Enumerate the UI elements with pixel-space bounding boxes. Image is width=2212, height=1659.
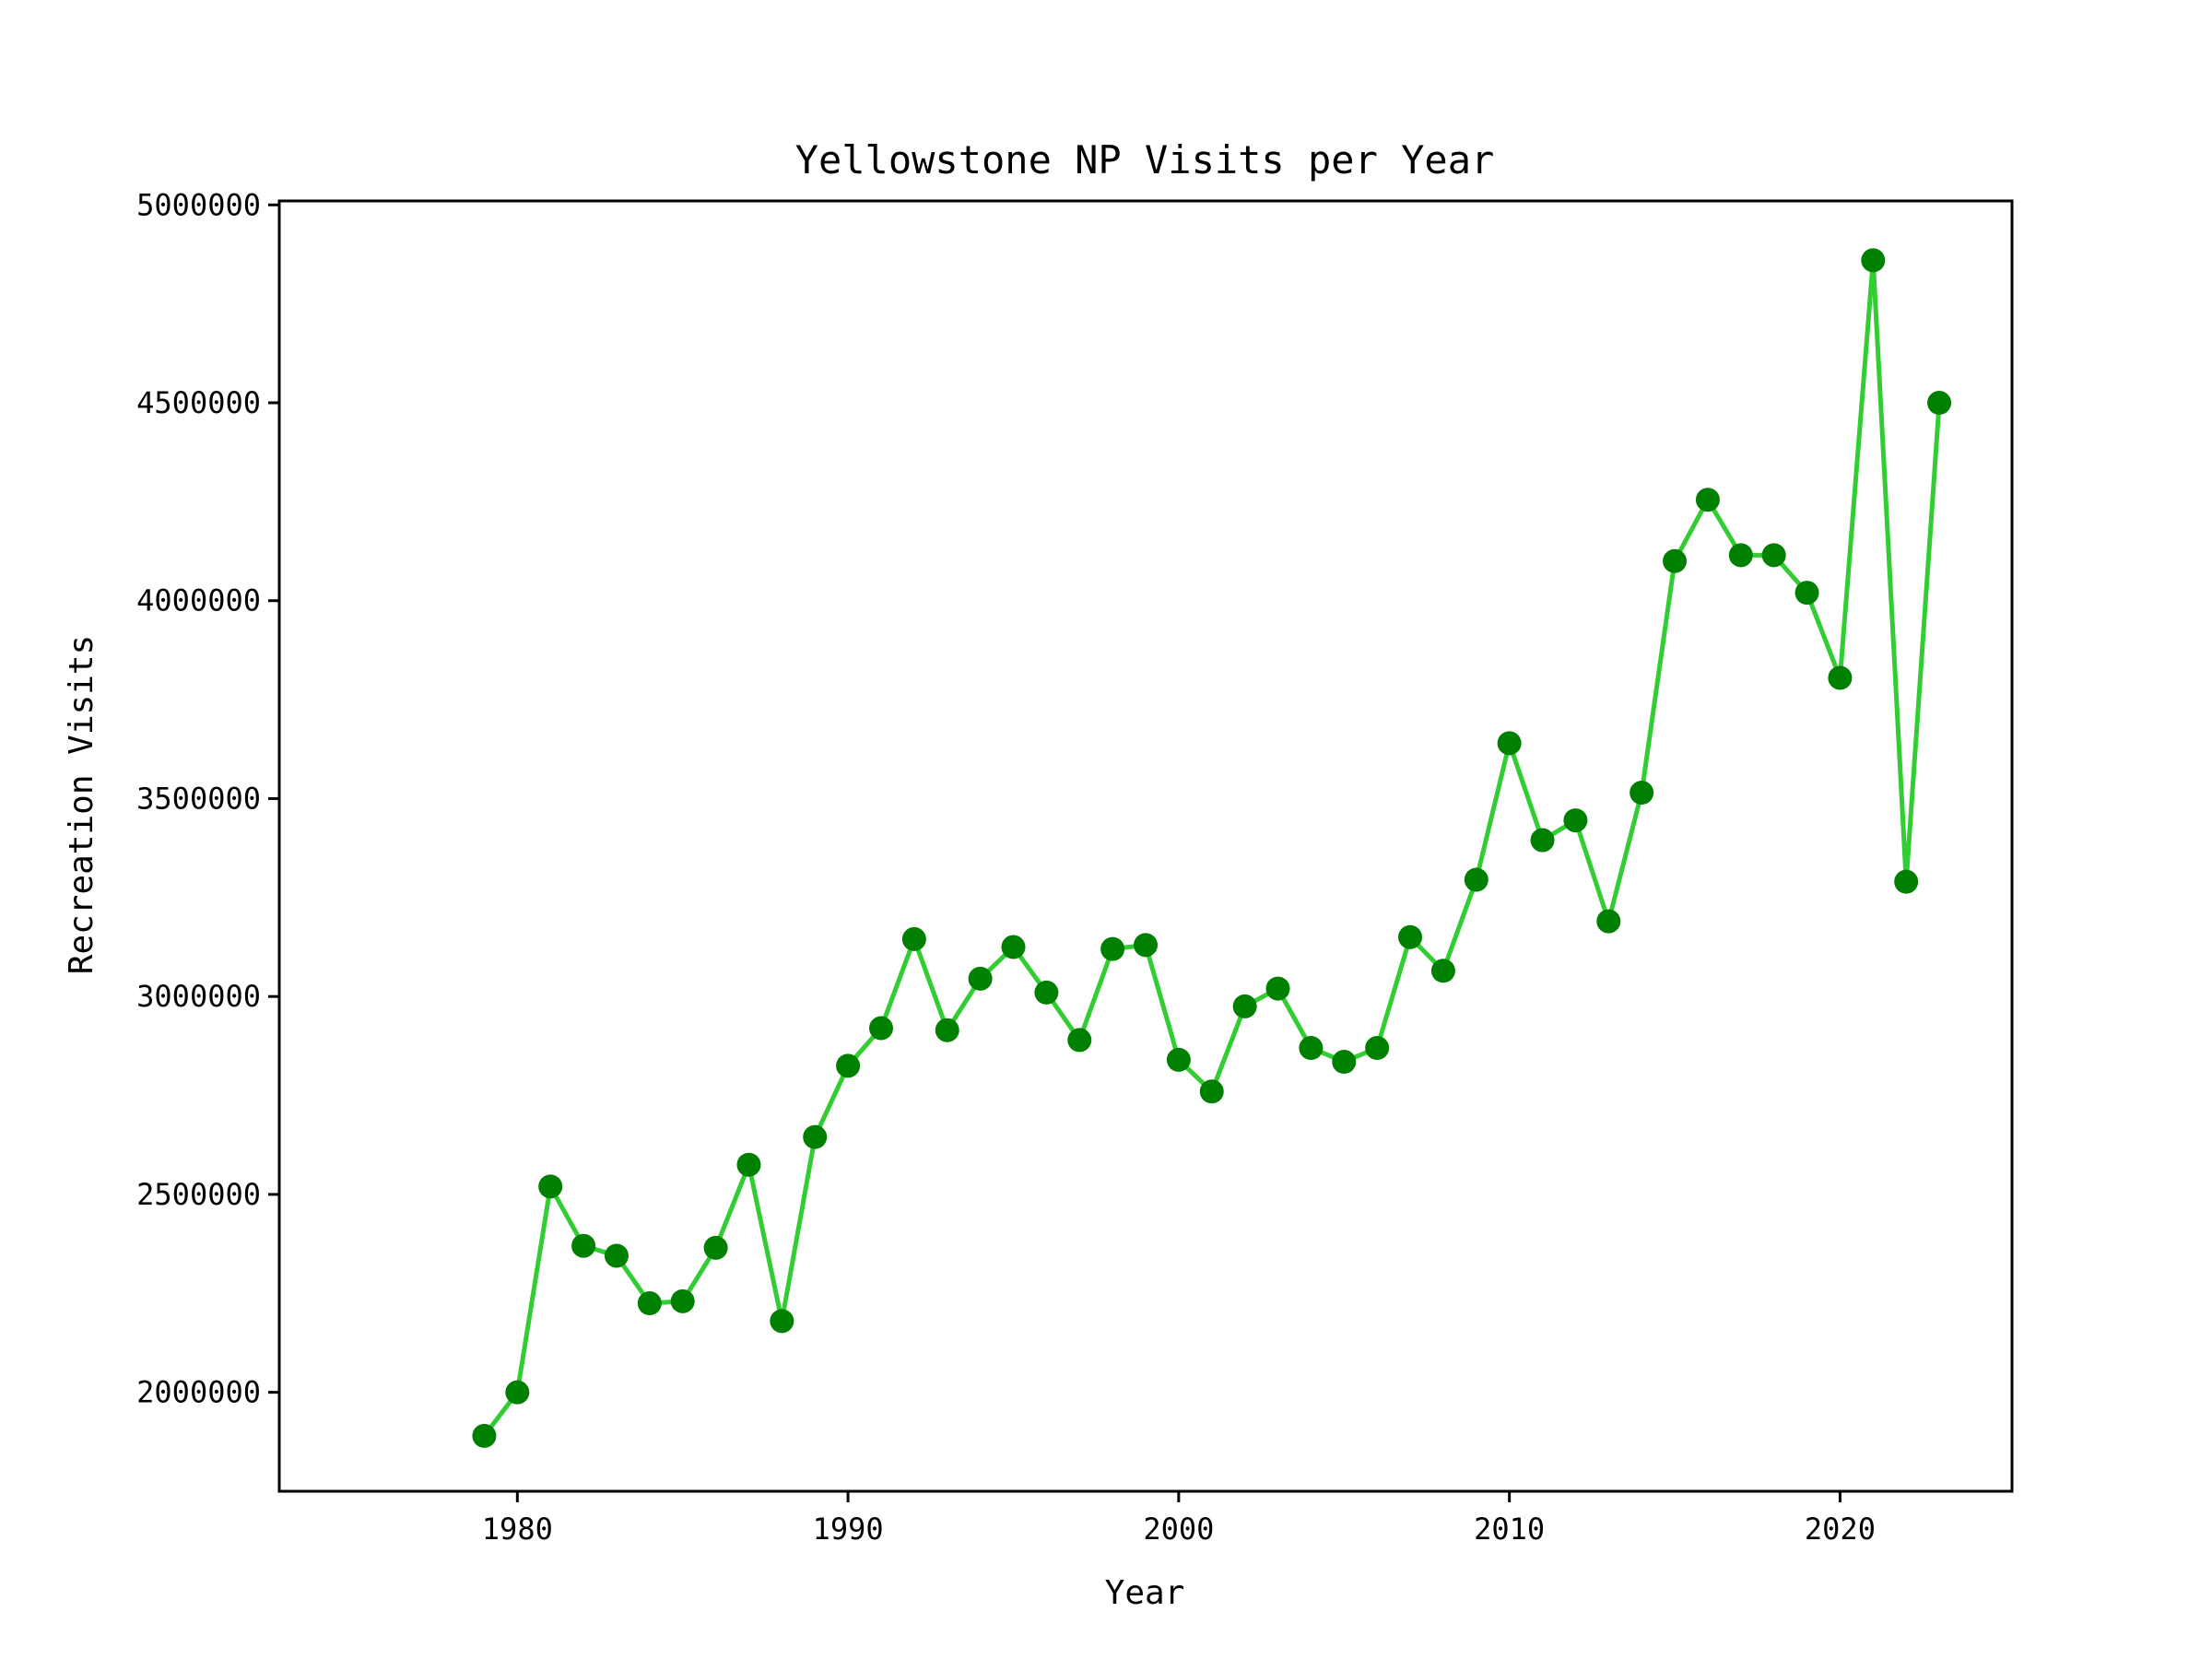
- x-tick-label: 2020: [1805, 1512, 1876, 1547]
- data-point: [670, 1288, 695, 1313]
- data-point: [1861, 248, 1886, 273]
- y-tick-label: 2000000: [136, 1375, 261, 1410]
- data-point: [1761, 543, 1786, 568]
- data-point: [736, 1152, 761, 1177]
- data-point: [1728, 543, 1753, 568]
- y-axis-label: Recreation Visits: [63, 635, 100, 974]
- chart-title: Yellowstone NP Visits per Year: [795, 137, 1495, 182]
- data-point: [1299, 1036, 1324, 1061]
- plot-series: [472, 248, 1952, 1448]
- data-point: [1365, 1036, 1390, 1061]
- data-point: [1166, 1047, 1191, 1072]
- data-point: [1464, 867, 1488, 892]
- data-point: [1134, 933, 1158, 958]
- data-point: [868, 1016, 893, 1041]
- data-point: [1630, 781, 1654, 806]
- data-point: [604, 1243, 629, 1268]
- data-point: [1927, 391, 1952, 416]
- plot-frame: [277, 199, 2014, 1493]
- series-line: [482, 257, 1942, 1438]
- data-point: [1067, 1028, 1092, 1053]
- y-axis-ticks: 2000000 2500000 3000000 3500000 4000000 45000…: [136, 187, 279, 1410]
- data-point: [1497, 731, 1522, 756]
- data-point: [770, 1309, 794, 1334]
- data-point: [1265, 976, 1290, 1001]
- data-point: [1894, 869, 1919, 894]
- data-point: [1828, 665, 1853, 690]
- x-tick-label: 2000: [1143, 1512, 1214, 1547]
- data-point: [1663, 548, 1688, 573]
- data-point: [935, 1018, 959, 1042]
- data-point: [472, 1423, 497, 1448]
- x-tick-label: 1980: [482, 1512, 553, 1547]
- data-point: [1332, 1050, 1357, 1075]
- x-axis-label: Year: [1105, 1574, 1185, 1612]
- data-point: [1001, 935, 1026, 959]
- data-point: [1430, 959, 1455, 983]
- data-point: [1232, 994, 1257, 1018]
- x-tick-label: 1990: [813, 1512, 884, 1547]
- y-tick-label: 2500000: [136, 1177, 261, 1212]
- y-tick-label: 5000000: [136, 187, 261, 222]
- data-point: [1034, 980, 1059, 1005]
- data-point: [1530, 828, 1555, 853]
- y-tick-label: 4000000: [136, 583, 261, 618]
- x-axis-ticks: 1980 1990 2000 2010 2020: [482, 1491, 1876, 1547]
- data-point: [1596, 909, 1621, 934]
- data-point: [1794, 581, 1819, 606]
- y-tick-label: 3000000: [136, 979, 261, 1014]
- data-point: [505, 1380, 530, 1405]
- data-point: [836, 1053, 861, 1078]
- data-point: [1100, 936, 1125, 961]
- data-point: [637, 1291, 662, 1316]
- data-point: [901, 926, 926, 951]
- data-point: [803, 1124, 828, 1149]
- data-point: [1398, 924, 1423, 949]
- data-point: [1563, 808, 1588, 833]
- y-tick-label: 4500000: [136, 385, 261, 420]
- data-point: [1695, 488, 1720, 512]
- data-point: [538, 1174, 563, 1199]
- data-point: [1199, 1079, 1224, 1104]
- data-point: [968, 966, 993, 991]
- x-tick-label: 2010: [1474, 1512, 1545, 1547]
- data-point: [703, 1235, 728, 1260]
- y-tick-label: 3500000: [136, 781, 261, 816]
- data-point: [571, 1233, 596, 1258]
